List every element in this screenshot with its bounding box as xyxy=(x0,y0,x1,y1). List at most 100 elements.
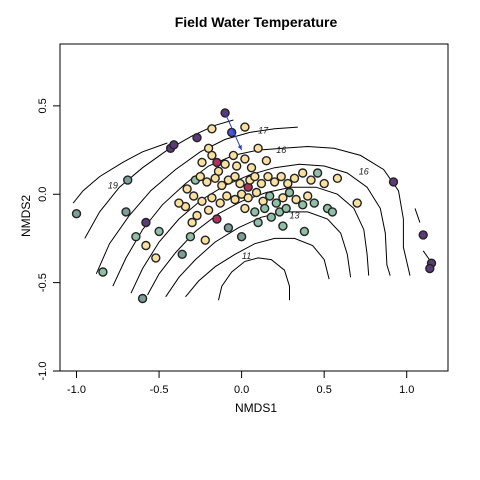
data-point xyxy=(200,235,211,245)
data-point xyxy=(207,193,217,203)
data-point xyxy=(271,198,281,208)
data-point xyxy=(185,231,196,242)
arrow-shaft xyxy=(224,112,243,151)
data-point xyxy=(169,140,179,150)
data-point xyxy=(243,193,253,203)
data-point xyxy=(283,178,293,189)
data-point xyxy=(203,205,214,215)
data-point xyxy=(319,178,329,189)
chart-title: Field Water Temperature xyxy=(175,14,338,30)
x-tick-label: 0.5 xyxy=(317,384,332,396)
data-point xyxy=(202,177,212,187)
data-point xyxy=(121,207,131,217)
data-point xyxy=(425,263,435,274)
data-point xyxy=(122,175,133,185)
data-point xyxy=(177,249,187,260)
data-point xyxy=(235,178,245,189)
y-tick-label: -0.5 xyxy=(37,273,49,292)
data-point xyxy=(98,267,108,277)
data-point xyxy=(210,173,220,184)
data-point xyxy=(192,132,202,143)
contour-label: 19 xyxy=(108,180,118,190)
data-point xyxy=(131,231,141,242)
data-point xyxy=(263,171,273,182)
data-point xyxy=(188,191,199,201)
data-point xyxy=(281,203,291,214)
data-point xyxy=(230,194,240,205)
data-point xyxy=(261,155,272,166)
data-point xyxy=(256,178,267,189)
contour-line xyxy=(130,163,391,294)
contour-label: 11 xyxy=(242,251,251,261)
data-point xyxy=(217,180,227,191)
data-point xyxy=(192,210,202,221)
data-point xyxy=(312,168,323,178)
data-point xyxy=(299,226,310,237)
contour-line xyxy=(147,186,370,296)
x-axis: -1.0 -0.5 0.0 0.5 1.0 xyxy=(67,370,414,396)
data-point xyxy=(187,217,197,228)
data-point xyxy=(207,150,217,161)
data-point xyxy=(298,168,308,178)
data-point xyxy=(230,171,240,182)
data-point xyxy=(298,200,308,210)
y-axis-label: NMDS2 xyxy=(19,195,33,237)
data-point xyxy=(284,187,295,198)
x-axis-label: NMDS1 xyxy=(235,401,277,415)
contour-label: 16 xyxy=(276,145,286,155)
data-point xyxy=(195,171,206,182)
data-point xyxy=(291,194,301,205)
contour-labels: 19 17 16 16 13 11 xyxy=(108,126,369,261)
contour-label: 13 xyxy=(289,210,299,220)
vector-arrow xyxy=(224,112,243,151)
data-point xyxy=(197,157,207,168)
data-point xyxy=(327,207,338,217)
data-point xyxy=(240,203,250,214)
data-point xyxy=(253,143,263,154)
y-axis: -1.0 -0.5 0.0 0.5 xyxy=(37,98,61,381)
data-point xyxy=(253,217,263,228)
data-point xyxy=(207,124,217,134)
data-point xyxy=(265,191,275,201)
contour-line xyxy=(414,208,421,223)
data-point xyxy=(236,231,247,242)
data-point xyxy=(352,198,362,208)
data-point xyxy=(222,191,232,201)
data-point xyxy=(240,122,250,132)
data-point xyxy=(269,177,280,187)
data-point xyxy=(240,154,250,164)
data-point xyxy=(332,173,343,184)
data-point xyxy=(220,159,230,169)
data-point xyxy=(418,230,428,240)
data-point xyxy=(141,217,151,228)
contour-label: 17 xyxy=(258,126,269,136)
data-point xyxy=(141,240,151,251)
data-point xyxy=(278,221,288,231)
data-point xyxy=(220,108,230,118)
x-tick-label: -0.5 xyxy=(150,384,169,396)
data-point xyxy=(246,162,257,173)
contour-line xyxy=(95,126,298,275)
y-tick-label: 0.0 xyxy=(37,187,49,202)
data-point xyxy=(250,171,260,182)
data-point xyxy=(231,161,242,171)
data-point xyxy=(137,293,148,304)
contour-line xyxy=(185,237,330,298)
contour-line xyxy=(112,145,411,287)
data-point xyxy=(212,157,222,168)
x-tick-label: 0.0 xyxy=(234,384,249,396)
data-point xyxy=(151,253,161,263)
contour-line xyxy=(72,142,168,204)
data-point xyxy=(250,207,260,217)
contour-line xyxy=(218,257,290,301)
data-point xyxy=(251,187,262,198)
data-point xyxy=(228,150,239,161)
y-tick-label: -1.0 xyxy=(37,362,49,381)
data-point xyxy=(289,173,300,184)
data-point xyxy=(276,171,286,182)
arrow-head xyxy=(237,145,242,151)
data-point xyxy=(278,193,288,203)
data-point xyxy=(71,208,82,219)
data-point xyxy=(309,198,319,208)
